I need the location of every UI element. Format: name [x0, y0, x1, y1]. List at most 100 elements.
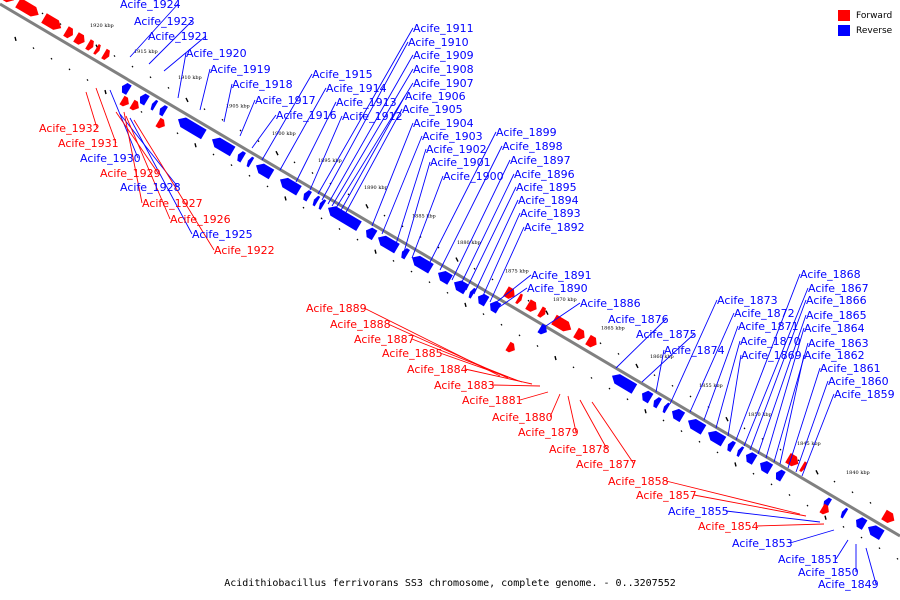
- leader-line: [251, 114, 277, 149]
- forward-gene-feature: [537, 306, 546, 318]
- forward-gene-feature: [525, 299, 537, 312]
- leader-line: [403, 161, 431, 253]
- gene-label: Acife_1867: [808, 282, 869, 295]
- leader-line: [789, 529, 835, 544]
- legend-reverse-label: Reverse: [856, 25, 893, 36]
- reverse-gene-feature: [868, 525, 885, 540]
- leader-line: [689, 312, 735, 413]
- gene-label: Acife_1885: [382, 347, 443, 360]
- reverse-gene-feature: [746, 452, 758, 465]
- gene-label: Acife_1864: [804, 322, 865, 335]
- gene-label: Acife_1872: [734, 307, 795, 320]
- gene-label: Acife_1875: [636, 328, 697, 341]
- gene-label: Acife_1863: [808, 337, 869, 350]
- gene-label: Acife_1915: [312, 68, 373, 81]
- gene-label: Acife_1880: [492, 411, 553, 424]
- gene-label: Acife_1909: [413, 49, 474, 62]
- leader-line: [539, 302, 581, 331]
- forward-gene-feature: [101, 48, 110, 61]
- leader-line: [163, 35, 207, 72]
- gene-label: Acife_1931: [58, 137, 119, 150]
- leader-line: [735, 273, 801, 441]
- leader-line: [321, 41, 409, 201]
- gene-label: Acife_1924: [120, 0, 181, 11]
- leader-line: [743, 287, 809, 447]
- reverse-gene-feature: [366, 227, 378, 241]
- gene-label: Acife_1928: [120, 181, 181, 194]
- leader-line: [133, 119, 215, 251]
- forward-gene-feature: [73, 32, 85, 45]
- scale-label: 1915 kbp: [134, 49, 158, 55]
- gene-labels: Acife_1924 Acife_1923 Acife_1921 Acife_1920…: [39, 0, 895, 591]
- leader-line: [381, 135, 423, 235]
- leader-line: [801, 393, 835, 477]
- leader-line: [129, 117, 193, 235]
- gene-label: Acife_1865: [806, 309, 867, 322]
- leader-line: [123, 111, 143, 204]
- scale-label: 1895 kbp: [318, 158, 342, 164]
- gene-label: Acife_1923: [134, 15, 195, 28]
- gene-label: Acife_1869: [741, 349, 802, 362]
- leader-line: [715, 340, 741, 429]
- genome-backbone: [0, 2, 900, 538]
- gene-label: Acife_1925: [192, 228, 253, 241]
- reverse-gene-feature: [280, 177, 302, 196]
- forward-gene-feature: [41, 13, 62, 30]
- reverse-gene-feature: [672, 408, 686, 423]
- scale-label: 1845 kbp: [797, 441, 821, 447]
- reverse-gene-feature: [150, 99, 159, 111]
- forward-gene-feature: [93, 44, 101, 55]
- leader-line: [725, 510, 821, 523]
- scale-label: 1860 kbp: [650, 354, 674, 360]
- reverse-gene-feature: [468, 287, 477, 299]
- gene-label: Acife_1914: [326, 82, 387, 95]
- gene-label: Acife_1910: [408, 36, 469, 49]
- legend-forward-label: Forward: [856, 10, 893, 21]
- scale-label: 1875 kbp: [505, 269, 529, 275]
- forward-gene-feature: [85, 39, 94, 51]
- gene-label: Acife_1859: [834, 388, 895, 401]
- reverse-gene-feature: [303, 190, 312, 202]
- leader-line: [489, 226, 525, 303]
- gene-label: Acife_1911: [413, 22, 474, 35]
- gene-label: Acife_1893: [520, 207, 581, 220]
- forward-gene-feature: [155, 117, 165, 129]
- leader-line: [665, 480, 801, 515]
- leader-line: [339, 95, 406, 213]
- reverse-gene-feature: [537, 323, 547, 335]
- reverse-gene-feature: [612, 374, 638, 394]
- reverse-gene-feature: [318, 199, 327, 210]
- gene-label: Acife_1898: [502, 140, 563, 153]
- scale-labels: 1920 kbp 1915 kbp 1910 kbp 1905 kbp 1900 kbp…: [90, 23, 870, 476]
- leader-line: [85, 91, 98, 129]
- scale-label: 1890 kbp: [364, 185, 388, 191]
- gene-label: Acife_1904: [413, 117, 474, 130]
- forward-gene-feature: [573, 327, 585, 341]
- leader-line: [317, 27, 414, 195]
- gene-label: Acife_1870: [740, 335, 801, 348]
- legend-forward: Forward: [838, 8, 892, 23]
- leader-line: [835, 539, 849, 560]
- gene-label: Acife_1905: [402, 103, 463, 116]
- reverse-swatch: [838, 25, 850, 36]
- gene-label: Acife_1858: [608, 475, 669, 488]
- gene-label: Acife_1907: [413, 77, 474, 90]
- gene-label: Acife_1895: [516, 181, 577, 194]
- leader-line: [119, 113, 179, 188]
- gene-label: Acife_1881: [462, 394, 523, 407]
- gene-label: Acife_1884: [407, 363, 468, 376]
- leader-line: [239, 99, 256, 137]
- leader-line: [465, 186, 517, 291]
- leader-line: [199, 68, 211, 111]
- legend-reverse: Reverse: [838, 23, 892, 38]
- reverse-gene-feature: [490, 300, 502, 314]
- forward-gene-feature: [515, 293, 523, 305]
- gene-label: Acife_1932: [39, 122, 100, 135]
- leader-line: [439, 145, 503, 271]
- forward-gene-feature: [819, 503, 829, 515]
- forward-gene-feature: [119, 95, 129, 107]
- gene-label: Acife_1900: [443, 170, 504, 183]
- gene-label: Acife_1919: [210, 63, 271, 76]
- gene-label: Acife_1887: [354, 333, 415, 346]
- gene-label: Acife_1897: [510, 154, 571, 167]
